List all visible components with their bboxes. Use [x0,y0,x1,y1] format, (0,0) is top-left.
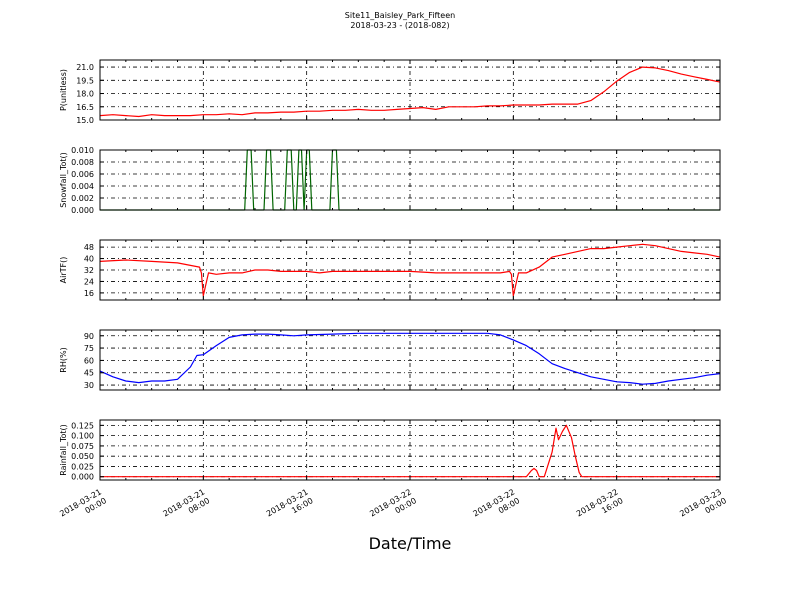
x-tick-label: 2018-03-2200:00 [368,487,418,527]
y-tick-label: 90 [84,332,94,341]
x-tick-label: 2018-03-2216:00 [575,487,625,527]
y-tick-label: 0.006 [71,170,94,179]
y-tick-label: 60 [84,356,94,365]
x-tick-label: 2018-03-2116:00 [265,487,315,527]
y-tick-label: 40 [84,255,94,264]
y-tick-label: 0.004 [71,182,94,191]
y-tick-label: 16 [84,289,94,298]
y-tick-label: 32 [84,266,94,275]
y-tick-label: 0.125 [71,421,94,430]
y-tick-label: 16.5 [76,103,94,112]
y-tick-label: 75 [84,344,94,353]
y-tick-label: 0.008 [71,158,94,167]
y-tick-label: 19.5 [76,76,94,85]
y-tick-label: 48 [84,243,94,252]
y-tick-label: 21.0 [76,63,94,72]
y-tick-label: 18.0 [76,90,94,99]
x-tick-label: 2018-03-2208:00 [472,487,522,527]
y-axis-label-5: Rainfall_Tot() [59,424,68,476]
y-tick-label: 0.010 [71,146,94,155]
y-tick-label: 30 [84,381,94,390]
y-axis-label-3: AirTF() [59,257,68,284]
y-tick-label: 0.100 [71,432,94,441]
y-axis-label-2: Snowfall_Tot() [59,152,68,208]
chart-subtitle: 2018-03-23 - (2018-082) [350,21,450,30]
series-line-3 [99,243,721,297]
y-axis-label-4: RH(%) [59,347,68,372]
y-tick-label: 0.002 [71,194,94,203]
y-tick-label: 0.050 [71,452,94,461]
x-tick-label: 2018-03-2108:00 [162,487,212,527]
y-tick-label: 15.0 [76,116,94,125]
y-tick-label: 0.075 [71,442,94,451]
y-axis-label-1: P(unitless) [59,69,68,111]
x-tick-label: 2018-03-2100:00 [58,487,108,527]
y-tick-label: 0.000 [71,206,94,215]
y-tick-label: 0.000 [71,473,94,482]
series-line-5 [100,424,720,478]
y-tick-label: 45 [84,369,94,378]
series-line-1 [99,66,721,118]
y-tick-label: 0.025 [71,462,94,471]
x-tick-label: 2018-03-2300:00 [678,487,728,527]
y-tick-label: 24 [84,277,94,286]
chart-title: Site11_Baisley_Park_Fifteen [344,11,456,20]
x-axis-label: Date/Time [368,534,452,553]
